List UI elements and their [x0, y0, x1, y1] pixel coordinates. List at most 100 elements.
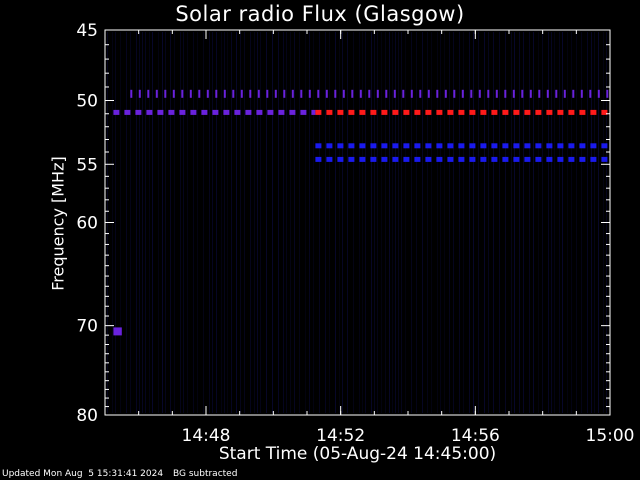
- band-dash: [337, 109, 344, 115]
- band-dash: [513, 109, 520, 115]
- band-tick: [504, 89, 507, 98]
- band-dash: [326, 156, 333, 162]
- band-dash: [403, 156, 410, 162]
- band-tick: [206, 89, 209, 98]
- noise-streak: [240, 32, 241, 413]
- band-tick: [385, 89, 388, 98]
- noise-streak: [286, 32, 287, 413]
- x-tick-label: 14:48: [182, 426, 231, 446]
- noise-streak: [440, 32, 441, 413]
- band-dash: [337, 143, 344, 149]
- noise-streak: [514, 32, 515, 413]
- noise-streak: [209, 32, 210, 413]
- noise-streak: [203, 32, 204, 413]
- band-dash: [256, 109, 263, 115]
- band-dash: [124, 109, 131, 115]
- band-tick: [147, 89, 150, 98]
- noise-streak: [538, 32, 539, 413]
- noise-streak: [266, 32, 267, 413]
- noise-streak: [581, 32, 582, 413]
- noise-streak: [221, 32, 222, 413]
- band-dash: [469, 156, 476, 162]
- y-axis: 45 50 55 60 70 80: [76, 21, 610, 426]
- band-dash: [568, 109, 575, 115]
- band-dash: [113, 109, 120, 115]
- band-tick: [274, 89, 277, 98]
- band-tick: [495, 89, 498, 98]
- band-dash: [201, 109, 208, 115]
- noise-streak: [562, 32, 563, 413]
- band-dash: [579, 143, 586, 149]
- band-dash: [447, 109, 454, 115]
- band-tick: [376, 89, 379, 98]
- noise-streak: [335, 32, 336, 413]
- noise-streak: [484, 32, 485, 413]
- band-dash: [403, 109, 410, 115]
- band-tick: [172, 89, 175, 98]
- noise-streak: [152, 32, 153, 413]
- band-tick: [393, 89, 396, 98]
- band-spot: [113, 327, 122, 336]
- noise-streak: [416, 32, 417, 413]
- y-tick-label: 70: [76, 317, 98, 337]
- noise-streak: [377, 32, 378, 413]
- band-tick: [402, 89, 405, 98]
- band-tick: [410, 89, 413, 98]
- band-dash: [469, 143, 476, 149]
- noise-streak: [449, 32, 450, 413]
- noise-streak: [325, 32, 326, 413]
- noise-streak: [216, 32, 217, 413]
- band-dash: [568, 156, 575, 162]
- band-dash: [370, 156, 377, 162]
- band-dash: [212, 109, 219, 115]
- y-tick-label: 50: [76, 92, 98, 112]
- noise-streak: [142, 32, 143, 413]
- band-dash: [289, 109, 296, 115]
- noise-streak: [309, 32, 310, 413]
- noise-streak: [411, 32, 412, 413]
- band-dash: [348, 156, 355, 162]
- band-dash: [557, 143, 564, 149]
- chart-title: Solar radio Flux (Glasgow): [175, 2, 465, 26]
- band-dash: [513, 143, 520, 149]
- noise-streak: [212, 32, 213, 413]
- noise-streak: [254, 32, 255, 413]
- band-tick: [427, 89, 430, 98]
- noise-streak: [395, 32, 396, 413]
- band-dash: [590, 156, 597, 162]
- noise-streak: [444, 32, 445, 413]
- band-dash: [502, 143, 509, 149]
- band-dash: [414, 109, 421, 115]
- y-tick-label: 60: [76, 214, 98, 234]
- band-dash: [436, 156, 443, 162]
- band-dash: [458, 109, 465, 115]
- noise-streak: [353, 32, 354, 413]
- x-axis: 14:48 14:52 14:56 15:00: [104, 30, 635, 446]
- noise-streak: [244, 32, 245, 413]
- band-dash: [458, 143, 465, 149]
- noise-streak: [529, 32, 530, 413]
- noise-streak: [313, 32, 314, 413]
- band-dash: [414, 156, 421, 162]
- band-tick: [487, 89, 490, 98]
- noise-streak: [126, 32, 127, 413]
- band-dash: [524, 156, 531, 162]
- band-dash: [359, 109, 366, 115]
- noise-streak: [174, 32, 175, 413]
- band-dash: [579, 109, 586, 115]
- noise-streak: [250, 32, 251, 413]
- band-dash: [414, 143, 421, 149]
- noise-streak: [294, 32, 295, 413]
- noise-streak: [319, 32, 320, 413]
- noise-streak: [505, 32, 506, 413]
- band-tick: [215, 89, 218, 98]
- band-dash: [546, 156, 553, 162]
- noise-streak: [385, 32, 386, 413]
- noise-streak: [272, 32, 273, 413]
- band-tick: [572, 89, 575, 98]
- noise-streak: [139, 32, 140, 413]
- band-dash: [535, 109, 542, 115]
- band-tick: [249, 89, 252, 98]
- band-tick: [555, 89, 558, 98]
- band-tick: [453, 89, 456, 98]
